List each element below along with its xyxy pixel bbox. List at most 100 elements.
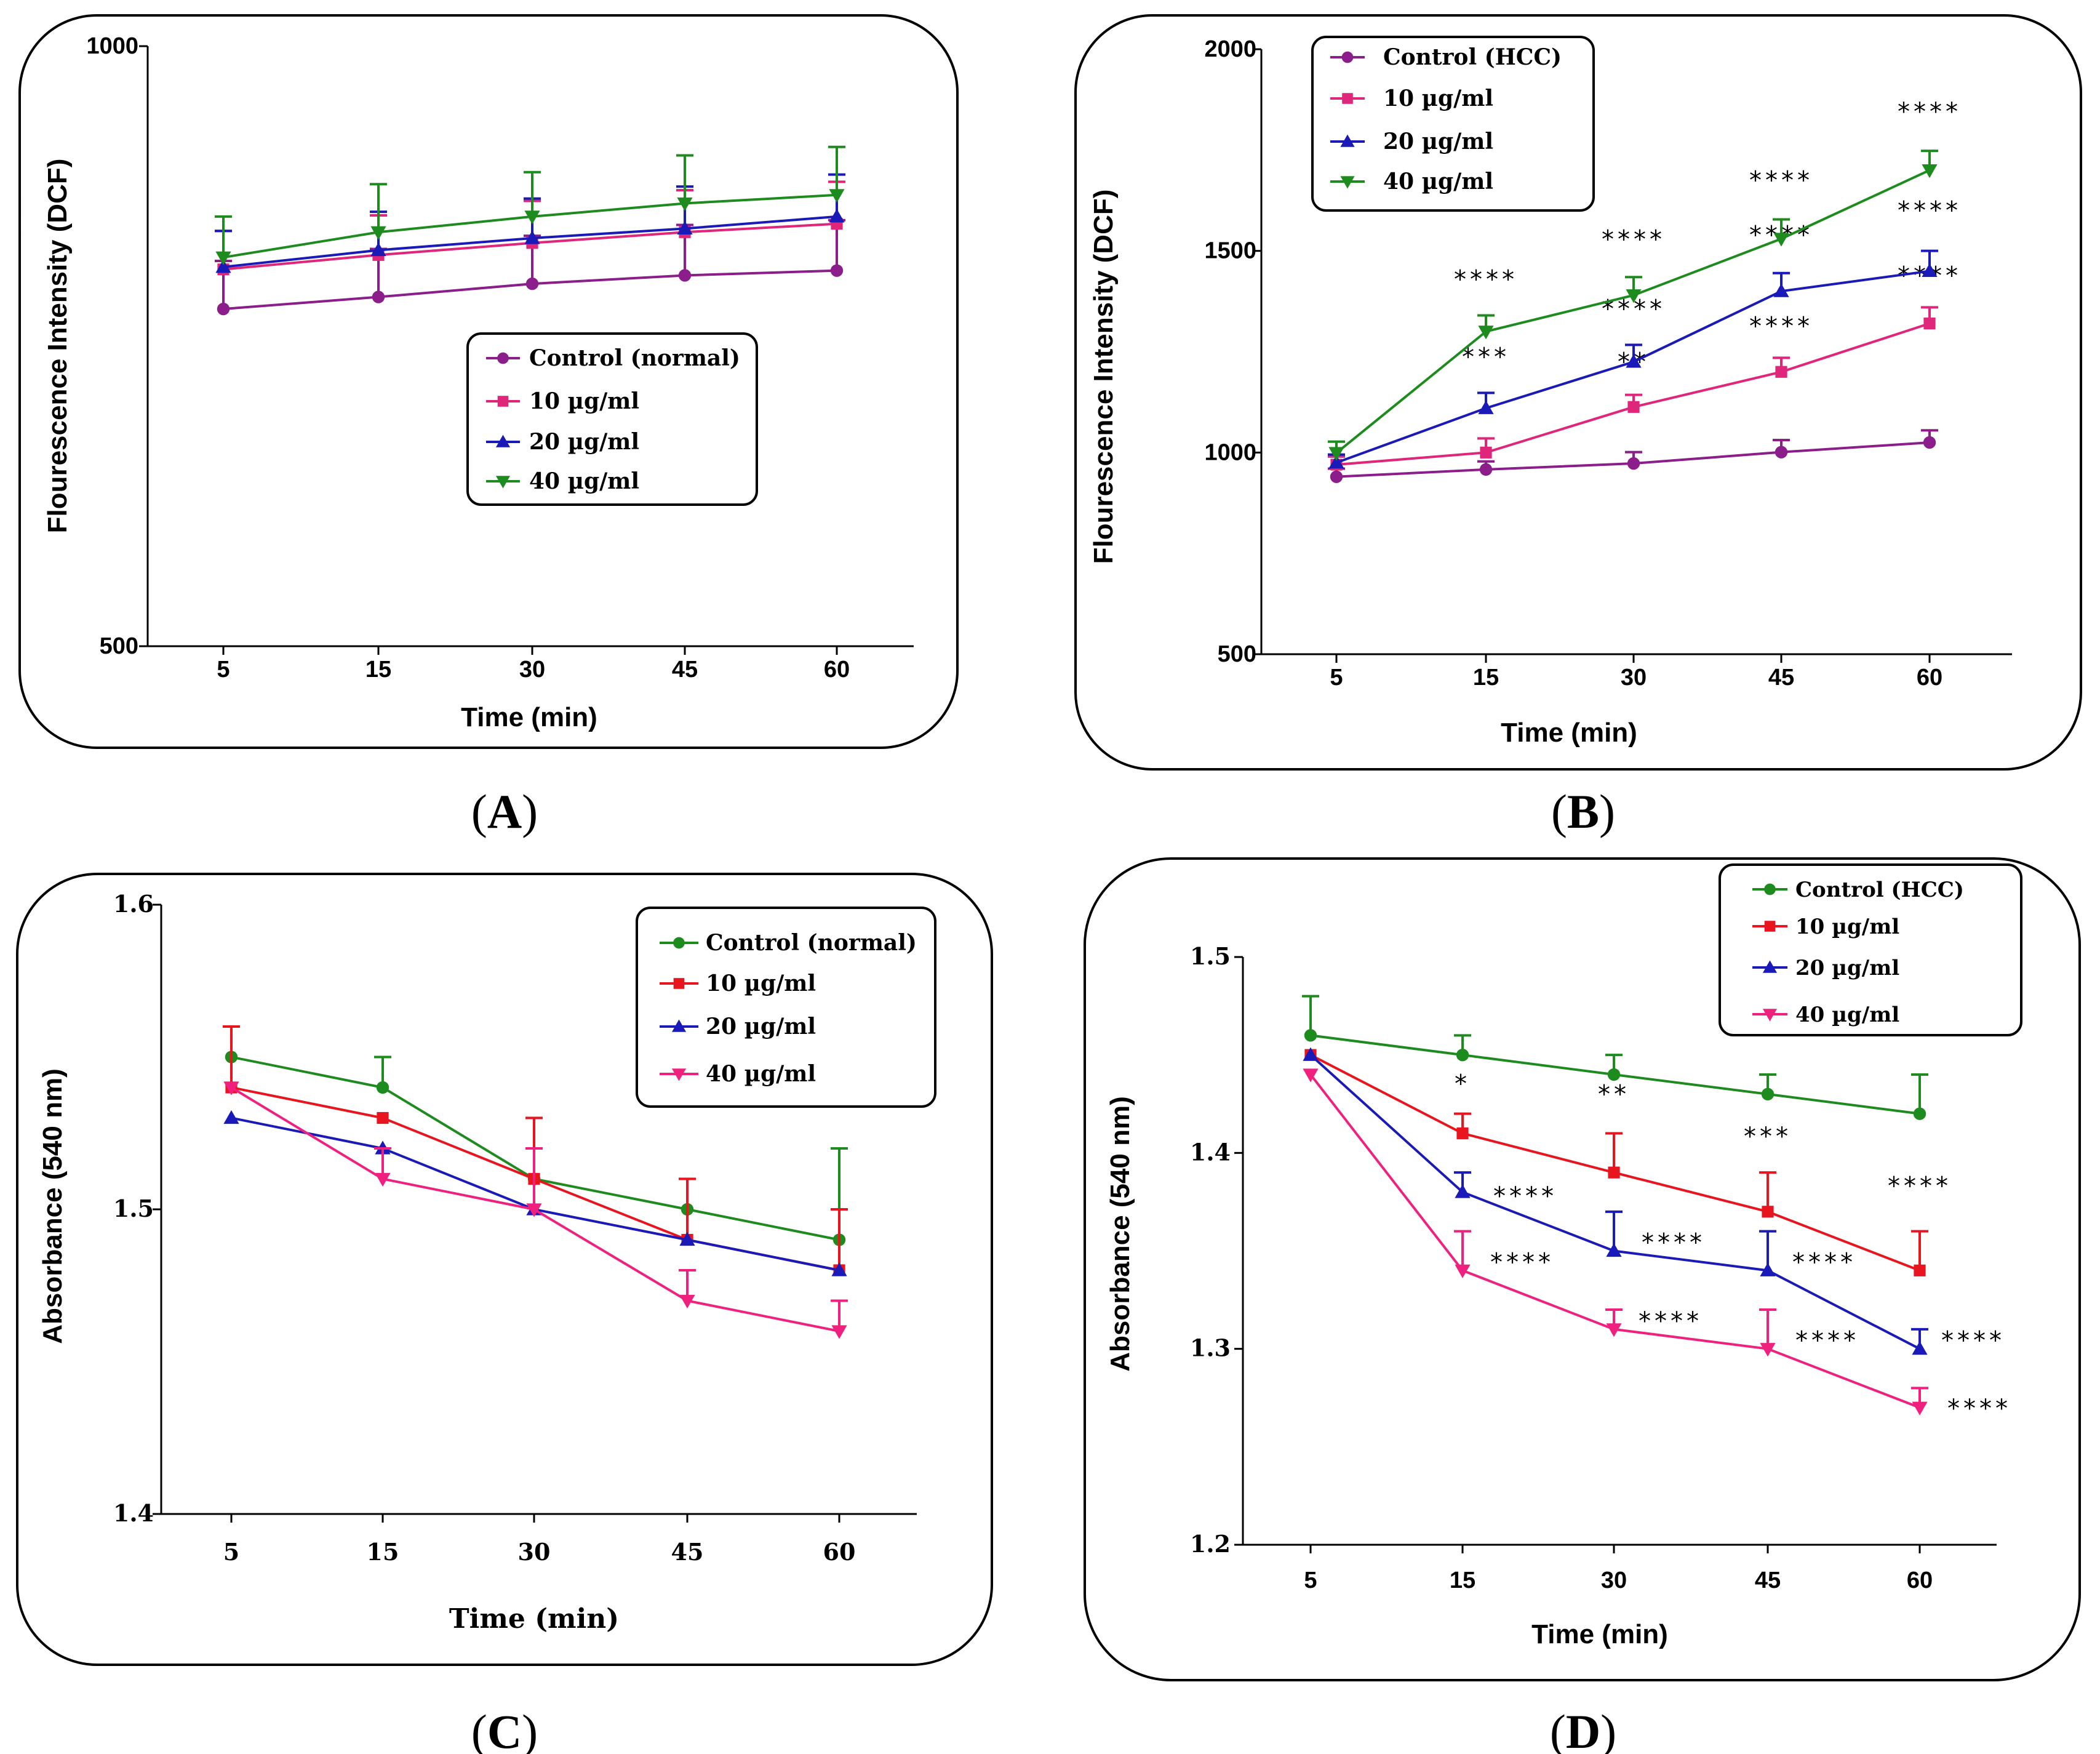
panel-b: 500 1000 1500 2000 5 15 30 45 60 Time (min) Floure… [1074, 14, 2082, 771]
legend-entry: 40 µg/ml [706, 1061, 816, 1087]
y-axis-title: Flourescence Intensity (DCF) [1088, 190, 1119, 564]
panel-letter: (A) [471, 785, 538, 838]
y-tick-label: 1.4 [1190, 1138, 1231, 1166]
data-point [679, 1231, 695, 1246]
data-point [1607, 1068, 1621, 1081]
series-2: **************** [1303, 1047, 2005, 1355]
data-point [524, 230, 540, 244]
data-point [526, 1203, 542, 1217]
legend-swatch-marker [495, 434, 511, 447]
data-point [223, 1110, 239, 1124]
legend-swatch-marker [1762, 1009, 1778, 1022]
legend-entry: Control (HCC) [1795, 878, 1964, 902]
panel-letter-char: C [487, 1705, 522, 1754]
panel-letter: (D) [1550, 1705, 1616, 1754]
panel-frame [1074, 14, 2082, 771]
data-point [831, 1262, 847, 1276]
x-tick-label: 30 [1601, 1568, 1627, 1593]
significance-label: **** [1490, 1248, 1554, 1276]
y-tick-label: 1.4 [113, 1499, 154, 1527]
data-point [215, 251, 231, 265]
x-tick-label: 45 [1755, 1568, 1781, 1593]
x-tick-label: 30 [519, 657, 545, 683]
y-tick-label: 500 [1218, 641, 1256, 667]
data-point [223, 1081, 239, 1095]
data-point [1479, 463, 1493, 476]
y-tick-label: 1000 [1204, 439, 1256, 465]
legend-swatch-marker [1764, 883, 1776, 895]
series-1: ********** [1328, 262, 1958, 471]
y-axis-title: Absorbance (540 nm) [1105, 1096, 1135, 1371]
paren-open: ( [471, 1705, 487, 1754]
x-tick-label: 30 [1621, 665, 1647, 691]
y-tick-label: 500 [100, 633, 138, 659]
legend-entry: 10 µg/ml [529, 388, 639, 414]
legend-entry: 10 µg/ml [1383, 86, 1493, 111]
data-point [1922, 263, 1938, 278]
significance-label: * [1455, 1070, 1471, 1099]
series-3: **************** [1303, 1068, 2011, 1423]
legend-swatch-marker [495, 476, 511, 489]
x-tick-label: 15 [367, 1538, 399, 1566]
x-tick-label: 45 [672, 657, 698, 683]
x-tick-label: 5 [1330, 665, 1343, 691]
series-0 [1328, 429, 1938, 483]
legend-swatch-marker [1342, 93, 1353, 104]
series-line [223, 269, 837, 311]
panel-letter-char: D [1566, 1705, 1600, 1754]
legend-entry: 10 µg/ml [706, 971, 816, 996]
significance-label: **** [1493, 1182, 1557, 1211]
y-tick-label: 1000 [86, 33, 138, 59]
data-point [829, 209, 845, 223]
data-point [1775, 446, 1788, 459]
data-point [1608, 1166, 1620, 1179]
data-point [370, 226, 386, 240]
y-tick-label: 2000 [1204, 36, 1256, 62]
legend-box [466, 332, 758, 506]
data-point [1775, 366, 1787, 378]
significance-label: **** [1947, 1395, 2011, 1423]
significance-label: **** [1749, 312, 1813, 340]
significance-label: **** [1639, 1307, 1703, 1336]
significance-label: *** [1744, 1123, 1792, 1151]
data-point [1760, 1343, 1776, 1357]
panel-letter: (B) [1551, 785, 1615, 838]
data-point [1480, 446, 1492, 459]
x-tick-label: 45 [1768, 665, 1794, 691]
panel-letter-char: B [1567, 785, 1599, 838]
data-point [376, 1081, 389, 1094]
data-point [678, 269, 692, 282]
y-tick-label: 1.2 [1190, 1530, 1231, 1558]
data-point [525, 277, 539, 290]
series-3 [215, 145, 845, 265]
y-tick-label: 1.5 [113, 1195, 154, 1222]
significance-label: **** [1941, 1327, 2005, 1355]
data-point [1773, 233, 1789, 247]
x-tick-label: 30 [518, 1538, 551, 1566]
data-point [375, 1172, 391, 1187]
panel-letter-char: A [487, 785, 522, 838]
data-point [1762, 1206, 1774, 1218]
panel-frame [18, 14, 959, 749]
data-point [1923, 436, 1936, 449]
x-axis-title: Time (min) [1501, 718, 1637, 748]
paren-close: ) [522, 785, 538, 838]
significance-label: **** [1792, 1248, 1856, 1276]
legend-swatch-marker [671, 1068, 687, 1081]
legend-swatch-marker [673, 937, 685, 949]
data-point [830, 264, 844, 277]
series-2: *************** [1328, 197, 1958, 469]
data-point [1303, 1068, 1319, 1083]
data-point [1328, 447, 1344, 461]
legend-swatch-marker [497, 396, 509, 407]
data-point [1922, 164, 1938, 178]
data-point [1606, 1243, 1622, 1257]
significance-label: **** [1795, 1327, 1859, 1355]
significance-label: ** [1598, 1081, 1630, 1109]
x-tick-label: 5 [217, 657, 230, 683]
data-point [1303, 1047, 1319, 1061]
data-point [1478, 326, 1494, 340]
significance-label: **** [1602, 225, 1666, 254]
data-point [1761, 1087, 1775, 1101]
